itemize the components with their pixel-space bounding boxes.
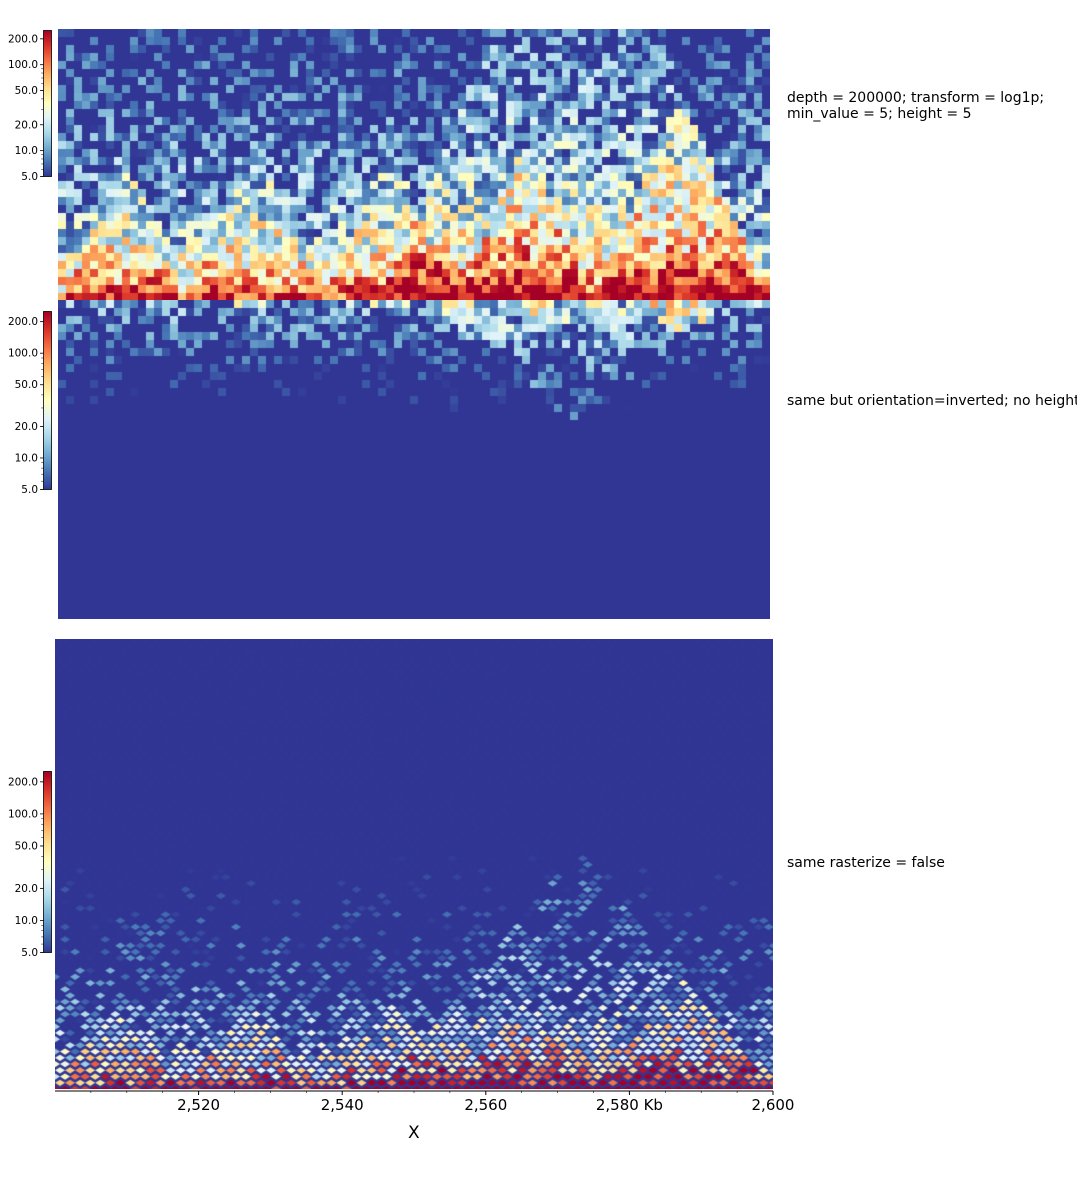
x-axis-tick-label: 2,560 (464, 1096, 507, 1114)
x-axis-tick-label: 2,520 (177, 1096, 220, 1114)
colorbar-tick-label: 100.0 (8, 348, 38, 360)
colorbar-tick-label: 5.0 (21, 947, 38, 959)
track-label-line: same but orientation=inverted; no height (787, 393, 1077, 409)
colorbar-tick-label: 5.0 (21, 484, 38, 496)
track-label-line: depth = 200000; transform = log1p; (787, 90, 1045, 106)
colorbar-tick-label: 20.0 (15, 421, 38, 433)
track-2-label: same but orientation=inverted; no height (787, 393, 1077, 409)
x-axis-tick-label: 2,600 (752, 1096, 795, 1114)
colorbar-tick-label: 10.0 (15, 452, 38, 464)
x-axis-tick-label: 2,540 (321, 1096, 364, 1114)
colorbar-tick-label: 200.0 (8, 316, 38, 328)
colorbar-tick-label: 50.0 (15, 85, 38, 97)
x-axis-tick-label: 2,580 Kb (596, 1096, 663, 1114)
colorbar-gradient (43, 30, 52, 177)
colorbar-tick-label: 200.0 (8, 33, 38, 45)
colorbar-gradient (43, 771, 52, 953)
heatmap-track-1 (58, 29, 770, 334)
colorbar-track-2: 5.0 10.0 20.0 50.0 100.0 200.0 (8, 311, 53, 496)
colorbar-tick-label: 20.0 (15, 883, 38, 895)
heatmap-track-3-canvas (55, 639, 773, 1089)
heatmap-track-3 (55, 639, 773, 1089)
x-axis: 2,520 2,540 2,560 2,580 Kb 2,600 (55, 1090, 795, 1114)
colorbar-tick-label: 50.0 (15, 840, 38, 852)
colorbar-tick-label: 200.0 (8, 776, 38, 788)
colorbar-tick-label: 50.0 (15, 379, 38, 391)
track-label-line: same rasterize = false (787, 855, 945, 871)
track-3-label: same rasterize = false (787, 855, 945, 871)
colorbar-tick-label: 100.0 (8, 808, 38, 820)
colorbar-svg: 5.0 10.0 20.0 50.0 100.0 200.0 (8, 771, 52, 959)
colorbar-svg: 5.0 10.0 20.0 50.0 100.0 200.0 (8, 311, 52, 496)
colorbar-svg: 5.0 10.0 20.0 50.0 100.0 200.0 (8, 30, 52, 183)
track-label-line: min_value = 5; height = 5 (787, 106, 972, 122)
x-axis-label: X (408, 1123, 420, 1143)
colorbar-tick-label: 100.0 (8, 59, 38, 71)
colorbar-track-3: 5.0 10.0 20.0 50.0 100.0 200.0 (8, 771, 53, 959)
colorbar-tick-label: 10.0 (15, 145, 38, 157)
colorbar-gradient (43, 311, 52, 490)
heatmap-track-1-canvas (58, 29, 770, 334)
colorbar-tick-label: 20.0 (15, 119, 38, 131)
track-1-label: depth = 200000; transform = log1p; min_va… (787, 90, 1044, 122)
colorbar-tick-label: 10.0 (15, 915, 38, 927)
colorbar-track-1: 5.0 10.0 20.0 50.0 100.0 200.0 (8, 30, 53, 183)
colorbar-tick-label: 5.0 (21, 171, 38, 183)
heatmap-track-2 (58, 300, 770, 619)
heatmap-track-2-canvas (58, 300, 770, 619)
